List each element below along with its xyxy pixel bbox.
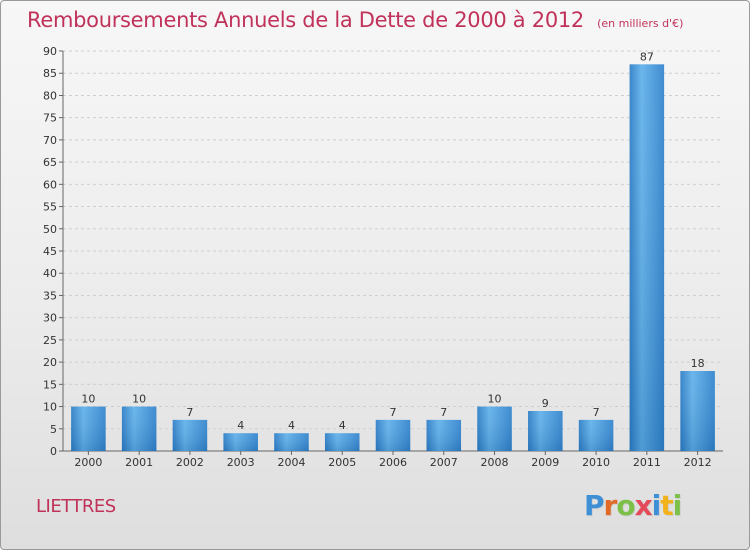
x-tick-label: 2000 [74, 456, 102, 469]
logo-letter: t [660, 489, 673, 522]
y-tick-label: 75 [43, 112, 57, 125]
bar-shade [121, 406, 157, 451]
data-label: 87 [640, 50, 654, 63]
bar-shade [71, 406, 106, 451]
data-label: 7 [593, 406, 600, 419]
data-label: 10 [488, 393, 502, 406]
logo-letter: o [616, 489, 635, 522]
chart-title-block: Remboursements Annuels de la Dette de 20… [27, 8, 683, 32]
y-tick-label: 20 [43, 356, 57, 369]
data-label: 4 [339, 419, 346, 432]
grid-lines [63, 50, 723, 430]
commune-name: LIETTRES [36, 496, 116, 517]
bar-shade [528, 411, 563, 451]
y-tick-label: 65 [43, 156, 57, 169]
x-tick-label: 2010 [582, 456, 610, 469]
y-tick-label: 70 [43, 134, 57, 147]
y-tick-label: 90 [43, 45, 57, 58]
x-tick-label: 2007 [430, 456, 458, 469]
y-tick-label: 10 [43, 401, 57, 414]
logo-letter: i [672, 489, 683, 522]
y-tick-label: 40 [43, 267, 57, 280]
data-label: 4 [237, 419, 244, 432]
x-tick-label: 2004 [277, 456, 305, 469]
data-labels: 10 10 7 4 4 4 7 7 10 9 7 87 18 [81, 50, 704, 432]
x-tick-label: 2009 [531, 456, 559, 469]
logo-letter: i [651, 489, 662, 522]
y-tick-label: 30 [43, 312, 57, 325]
logo-letter: r [603, 489, 618, 522]
chart-title: Remboursements Annuels de la Dette de 20… [27, 8, 584, 32]
y-tick-label: 35 [43, 289, 57, 302]
bar-shade [477, 406, 512, 451]
bar-shade [223, 433, 258, 451]
bar-shade [629, 64, 665, 452]
y-tick-label: 50 [43, 223, 57, 236]
data-label: 7 [390, 406, 397, 419]
logo-letter: x [634, 489, 653, 522]
bar-shade [578, 419, 614, 451]
axes: 0 5 10 15 20 25 30 35 40 45 50 55 60 65 70 75 80 85 90 2000… [43, 45, 723, 469]
y-tick-label: 15 [43, 378, 57, 391]
data-label: 4 [288, 419, 295, 432]
bars [71, 64, 715, 452]
bar-shade [172, 419, 208, 451]
data-label: 10 [81, 393, 95, 406]
bar-shade [426, 419, 462, 451]
bar-shade [324, 433, 360, 451]
x-tick-label: 2002 [176, 456, 204, 469]
x-tick-label: 2005 [328, 456, 356, 469]
x-tick-label: 2006 [379, 456, 407, 469]
y-tick-label: 60 [43, 178, 57, 191]
data-label: 10 [132, 393, 146, 406]
x-tick-label: 2008 [481, 456, 509, 469]
bar-shade [274, 433, 309, 451]
proxiti-logo[interactable]: Proxiti [584, 489, 683, 522]
y-tick-label: 45 [43, 245, 57, 258]
data-label: 7 [440, 406, 447, 419]
y-tick-label: 25 [43, 334, 57, 347]
y-tick-label: 5 [50, 423, 57, 436]
x-tick-label: 2003 [227, 456, 255, 469]
data-label: 7 [186, 406, 193, 419]
data-label: 9 [542, 397, 549, 410]
y-tick-label: 80 [43, 89, 57, 102]
logo-letter: P [584, 489, 605, 522]
y-tick-label: 85 [43, 67, 57, 80]
y-tick-label: 55 [43, 201, 57, 214]
bar-shade [375, 419, 411, 451]
x-tick-label: 2012 [684, 456, 712, 469]
chart-unit: (en milliers d'€) [597, 17, 684, 30]
data-label: 18 [691, 357, 705, 370]
bar-shade [680, 371, 715, 451]
y-tick-label: 0 [50, 445, 57, 458]
x-tick-label: 2001 [125, 456, 153, 469]
x-tick-label: 2011 [633, 456, 661, 469]
